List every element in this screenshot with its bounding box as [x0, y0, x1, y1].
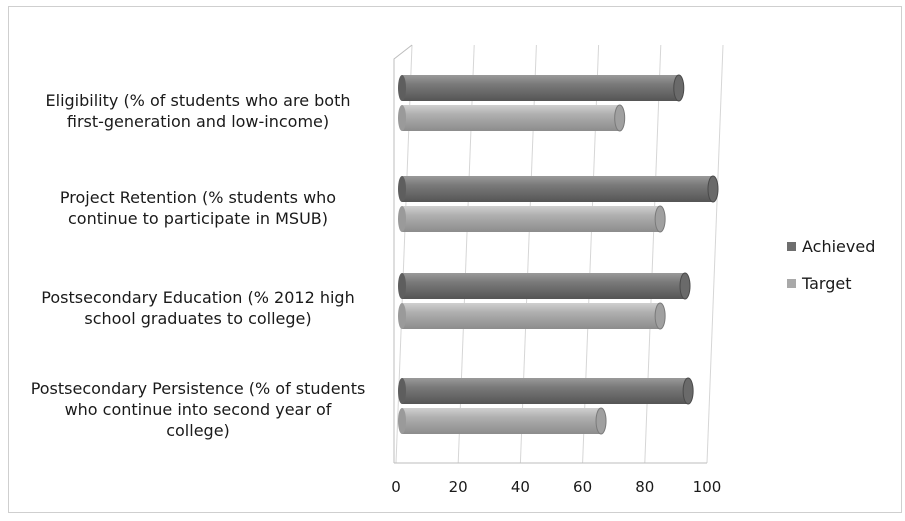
bar-target-1: [398, 104, 626, 132]
bar-start-cap: [398, 303, 406, 329]
bar-body: [402, 206, 661, 232]
bar-body: [402, 408, 602, 434]
gridline-100: [706, 44, 724, 464]
legend-label-target: Target: [802, 274, 852, 293]
bar-end-cap: [654, 205, 666, 233]
bar-start-cap: [398, 378, 406, 404]
category-label-1: Eligibility (% of students who are both f…: [20, 90, 376, 132]
bar-target-3: [398, 302, 666, 330]
bar-start-cap: [398, 105, 406, 131]
x-tick-label-100: 100: [692, 478, 722, 496]
category-label-line: first-generation and low-income): [66, 112, 330, 131]
category-label-line: Postsecondary Persistence (% of students: [30, 379, 366, 398]
x-tick-label-60: 60: [573, 478, 593, 496]
bar-target-2: [398, 205, 666, 233]
bar-body: [402, 105, 620, 131]
category-label-line: Postsecondary Education (% 2012 high: [41, 288, 355, 307]
bar-achieved-4: [398, 377, 694, 405]
bar-end-cap: [654, 302, 666, 330]
legend-swatch-achieved: [787, 242, 796, 251]
legend-label-achieved: Achieved: [802, 237, 876, 256]
bar-end-cap: [707, 175, 719, 203]
bar-body: [402, 75, 679, 101]
category-label-line: continue to participate in MSUB): [67, 209, 329, 228]
bar-end-cap: [614, 104, 626, 132]
x-tick-label-0: 0: [391, 478, 401, 496]
bar-body: [402, 273, 686, 299]
category-label-line: school graduates to college): [84, 309, 312, 328]
legend-item-achieved: Achieved: [787, 237, 875, 256]
y-axis-line: [393, 44, 413, 463]
bar-achieved-1: [398, 74, 685, 102]
bar-start-cap: [398, 206, 406, 232]
bar-start-cap: [398, 176, 406, 202]
bar-end-cap: [595, 407, 607, 435]
bar-start-cap: [398, 408, 406, 434]
bar-start-cap: [398, 75, 406, 101]
bar-end-cap: [679, 272, 691, 300]
x-tick-label-80: 80: [635, 478, 655, 496]
category-label-line: Eligibility (% of students who are both: [45, 91, 351, 110]
bar-body: [402, 303, 661, 329]
bar-achieved-2: [398, 175, 719, 203]
bar-target-4: [398, 407, 607, 435]
category-label-line: who continue into second year of: [64, 400, 332, 419]
x-tick-label-40: 40: [510, 478, 530, 496]
bar-body: [402, 176, 713, 202]
legend-swatch-target: [787, 279, 796, 288]
category-label-line: Project Retention (% students who: [59, 188, 337, 207]
bar-end-cap: [682, 377, 694, 405]
category-label-2: Project Retention (% students who continu…: [20, 187, 376, 229]
category-label-4: Postsecondary Persistence (% of students…: [20, 378, 376, 441]
x-tick-label-20: 20: [448, 478, 468, 496]
bar-achieved-3: [398, 272, 691, 300]
legend-item-target: Target: [787, 274, 852, 293]
category-label-3: Postsecondary Education (% 2012 high scho…: [20, 287, 376, 329]
category-label-line: college): [166, 421, 230, 440]
bar-body: [402, 378, 689, 404]
bar-end-cap: [673, 74, 685, 102]
bar-start-cap: [398, 273, 406, 299]
